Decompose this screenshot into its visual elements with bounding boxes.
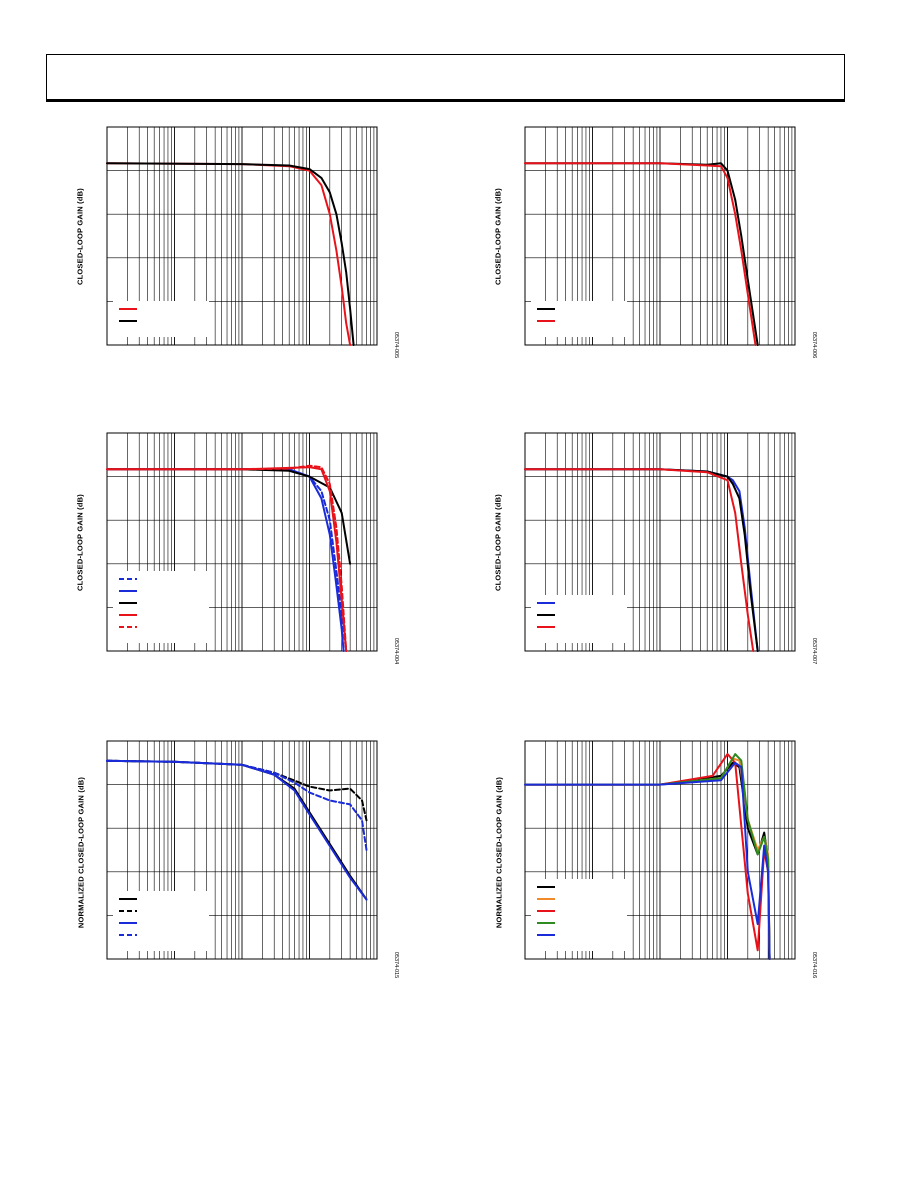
figure-id: 05374-007 bbox=[811, 637, 817, 665]
y-axis-label: NORMALIZED CLOSED-LOOP GAIN (dB) bbox=[494, 776, 504, 929]
chart-panel: CLOSED-LOOP GAIN (dB) 05374-006 bbox=[488, 122, 828, 382]
series-line bbox=[106, 759, 368, 851]
y-axis-label: NORMALIZED CLOSED-LOOP GAIN (dB) bbox=[76, 776, 86, 929]
series-line bbox=[106, 759, 368, 901]
series-line bbox=[524, 468, 755, 652]
series-line bbox=[524, 761, 771, 960]
series-line bbox=[106, 162, 355, 346]
series-line bbox=[524, 753, 771, 960]
chart-panel: CLOSED-LOOP GAIN (dB) 05374-005 bbox=[70, 122, 410, 382]
series-line bbox=[106, 759, 368, 822]
y-axis-label: CLOSED-LOOP GAIN (dB) bbox=[493, 494, 503, 591]
figure-id: 05374-006 bbox=[811, 331, 817, 359]
figure-id: 05374-004 bbox=[393, 637, 399, 665]
chart-panel: NORMALIZED CLOSED-LOOP GAIN (dB) 05374-0… bbox=[70, 736, 410, 996]
chart-plot bbox=[106, 126, 378, 346]
y-axis-label: CLOSED-LOOP GAIN (dB) bbox=[493, 188, 503, 285]
figure-id: 05374-005 bbox=[393, 331, 399, 359]
series-line bbox=[106, 464, 348, 652]
chart-plot bbox=[524, 740, 796, 960]
legend-box bbox=[113, 301, 209, 337]
y-axis-label: CLOSED-LOOP GAIN (dB) bbox=[75, 494, 85, 591]
chart-plot bbox=[106, 432, 378, 652]
series-line bbox=[106, 468, 348, 652]
figure-id: 05374-015 bbox=[393, 951, 399, 979]
figure-id: 05374-016 bbox=[811, 951, 817, 979]
page-header bbox=[46, 54, 845, 102]
series-line bbox=[106, 759, 368, 901]
series-line bbox=[524, 162, 757, 346]
chart-plot bbox=[524, 126, 796, 346]
chart-plot bbox=[106, 740, 378, 960]
y-axis-label: CLOSED-LOOP GAIN (dB) bbox=[75, 188, 85, 285]
chart-panel: CLOSED-LOOP GAIN (dB) 05374-007 bbox=[488, 428, 828, 688]
chart-plot bbox=[524, 432, 796, 652]
chart-panel: CLOSED-LOOP GAIN (dB) 05374-004 bbox=[70, 428, 410, 688]
legend-box bbox=[113, 891, 209, 951]
legend-box bbox=[531, 301, 627, 337]
chart-panel: NORMALIZED CLOSED-LOOP GAIN (dB) 05374-0… bbox=[488, 736, 828, 996]
legend-box bbox=[531, 879, 627, 951]
legend-box bbox=[113, 571, 209, 643]
